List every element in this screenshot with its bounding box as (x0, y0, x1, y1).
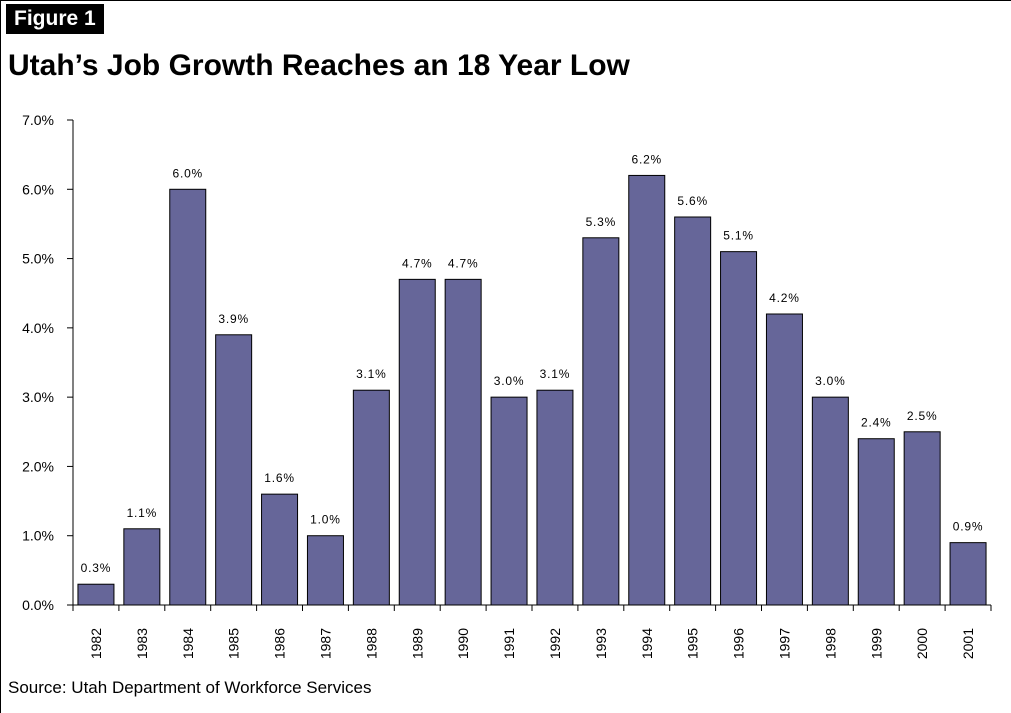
x-tick-label: 1996 (731, 628, 747, 659)
x-tick-label: 1990 (455, 628, 471, 659)
x-tick-label: 1998 (822, 628, 838, 659)
bar (765, 313, 803, 606)
x-tick-label: 1983 (134, 628, 150, 659)
data-label: 3.9% (218, 312, 249, 326)
data-label: 4.2% (769, 291, 800, 305)
chart-labels: 0.3% 1982 1.1% 1983 6.0% 1984 3.9% 1985 1.6% 1986… (81, 152, 984, 659)
data-label: 4.7% (448, 256, 479, 270)
bar (261, 493, 299, 606)
y-tick-label: 4.0% (22, 320, 54, 336)
bar (77, 583, 115, 606)
x-tick-label: 1999 (868, 628, 884, 659)
bar (674, 216, 712, 606)
data-label: 2.5% (907, 409, 938, 423)
x-tick-label: 1985 (226, 628, 242, 659)
y-tick-label: 1.0% (22, 528, 54, 544)
x-tick-label: 1994 (639, 628, 655, 659)
x-tick-label: 1995 (685, 628, 701, 659)
bar (903, 431, 941, 606)
bar (582, 237, 620, 606)
chart-bars (77, 174, 987, 606)
bar (306, 535, 344, 606)
data-label: 0.3% (81, 561, 112, 575)
data-label: 5.6% (677, 194, 708, 208)
bar (444, 278, 482, 606)
x-tick-label: 1989 (409, 628, 425, 659)
x-tick-label: 1988 (363, 628, 379, 659)
bar (490, 396, 528, 606)
data-label: 4.7% (402, 256, 433, 270)
x-tick-label: 2001 (960, 628, 976, 659)
data-label: 1.0% (310, 513, 341, 527)
bar (398, 278, 436, 606)
bar (215, 334, 253, 606)
x-tick-label: 1984 (180, 628, 196, 659)
x-tick-label: 1992 (547, 628, 563, 659)
x-tick-label: 1991 (501, 628, 517, 659)
bar (949, 542, 987, 606)
y-tick-label: 3.0% (22, 389, 54, 405)
x-tick-label: 1987 (317, 628, 333, 659)
y-tick-label: 7.0% (22, 112, 54, 128)
data-label: 5.3% (586, 215, 617, 229)
x-tick-label: 2000 (914, 628, 930, 659)
bar (169, 188, 207, 606)
x-tick-label: 1986 (272, 628, 288, 659)
data-label: 3.1% (540, 367, 571, 381)
bar (123, 528, 161, 606)
data-label: 6.2% (631, 152, 662, 166)
x-tick-label: 1997 (776, 628, 792, 659)
figure-label: Figure 1 (6, 4, 104, 34)
data-label: 6.0% (172, 166, 203, 180)
source-note: Source: Utah Department of Workforce Ser… (8, 678, 372, 697)
y-tick-label: 0.0% (22, 597, 54, 613)
bar (628, 174, 666, 606)
data-label: 0.9% (953, 520, 984, 534)
bar (811, 396, 849, 606)
y-tick-label: 5.0% (22, 251, 54, 267)
chart-title: Utah’s Job Growth Reaches an 18 Year Low (8, 49, 630, 82)
data-label: 5.1% (723, 229, 754, 243)
bar (720, 251, 758, 606)
data-label: 3.0% (494, 374, 525, 388)
bar (536, 389, 574, 606)
bar (857, 438, 895, 606)
x-tick-label: 1993 (593, 628, 609, 659)
data-label: 3.0% (815, 374, 846, 388)
y-tick-label: 2.0% (22, 458, 54, 474)
x-tick-label: 1982 (88, 628, 104, 659)
bar (352, 389, 390, 606)
data-label: 3.1% (356, 367, 387, 381)
data-label: 1.1% (127, 506, 158, 520)
y-tick-label: 6.0% (22, 181, 54, 197)
data-label: 1.6% (264, 471, 295, 485)
data-label: 2.4% (861, 416, 892, 430)
